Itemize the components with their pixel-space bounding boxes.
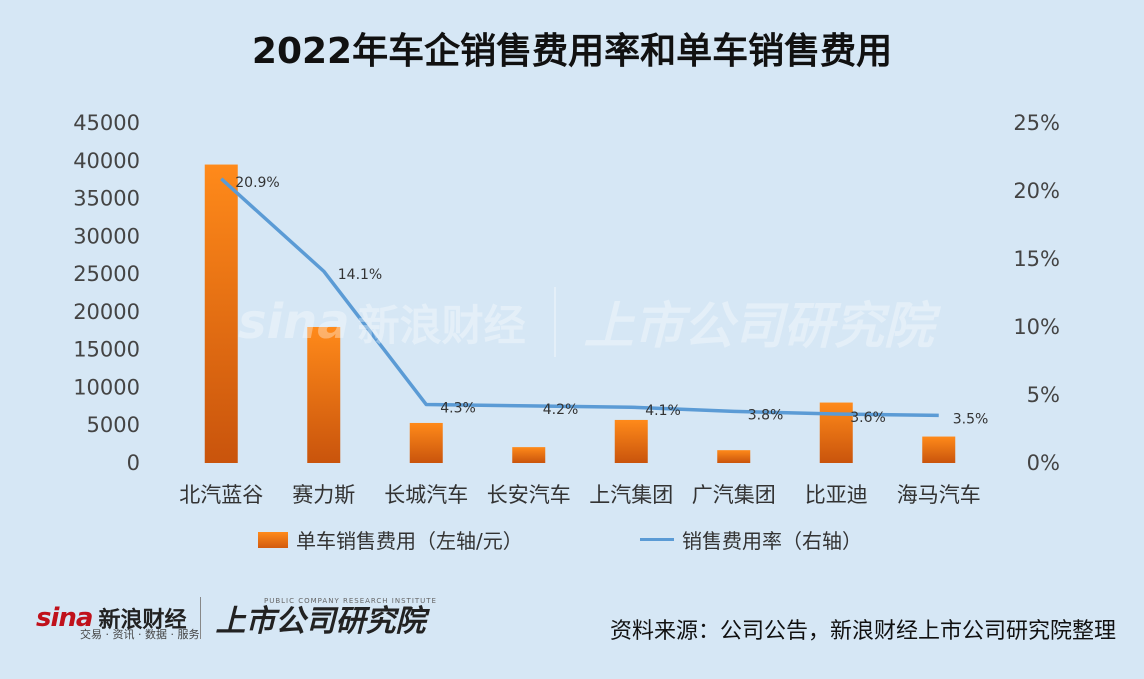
legend-bar-label: 单车销售费用（左轴/元）: [296, 529, 523, 553]
rate-data-label: 3.5%: [953, 411, 989, 427]
institute-name: 上市公司研究院: [215, 604, 426, 639]
y-right-tick-label: 10%: [1013, 315, 1060, 339]
bar-2: [307, 327, 341, 463]
source-note: 资料来源：公司公告，新浪财经上市公司研究院整理: [609, 619, 1116, 644]
y-left-tick-label: 45000: [73, 111, 140, 135]
bar-3: [409, 422, 443, 463]
y-left-tick-label: 15000: [73, 338, 140, 362]
footer-logo: sina 新浪财经 交易 · 资讯 · 数据 · 服务 上市公司研究院 PUBL…: [36, 596, 436, 641]
bar-8: [922, 436, 956, 463]
rate-data-label: 3.6%: [850, 410, 886, 426]
y-left-tick-label: 10000: [73, 375, 140, 399]
rate-data-label: 4.2%: [543, 402, 579, 418]
legend-line-swatch: [640, 538, 674, 541]
y-right-tick-label: 5%: [1027, 383, 1060, 407]
y-right-tick-label: 0%: [1027, 451, 1060, 475]
y-left-tick-label: 35000: [73, 187, 140, 211]
bar-4: [512, 447, 546, 463]
rate-data-label: 4.3%: [440, 401, 476, 417]
legend-item-bar: 单车销售费用（左轴/元）: [258, 525, 523, 554]
bar-1: [204, 164, 238, 464]
x-tick-label: 长城汽车: [384, 483, 468, 507]
y-right-tick-label: 20%: [1013, 179, 1060, 203]
x-tick-label: 海马汽车: [897, 483, 981, 507]
logo-divider: [200, 597, 202, 639]
y-left-tick-label: 20000: [73, 300, 140, 324]
chart-title: 2022年车企销售费用率和单车销售费用: [251, 31, 893, 72]
x-tick-label: 广汽集团: [692, 483, 776, 507]
sina-logo: sina: [36, 603, 93, 633]
y-right-tick-label: 25%: [1013, 111, 1060, 135]
y-right-tick-label: 15%: [1013, 247, 1060, 271]
x-tick-label: 赛力斯: [292, 483, 355, 507]
rate-data-label: 3.8%: [748, 407, 784, 423]
sina-slogan: 交易 · 资讯 · 数据 · 服务: [80, 628, 200, 641]
x-tick-label: 上汽集团: [589, 483, 673, 507]
x-tick-label: 比亚迪: [805, 483, 868, 507]
y-left-tick-label: 40000: [73, 149, 140, 173]
legend-line-label: 销售费用率（右轴）: [682, 529, 862, 553]
rate-data-label: 20.9%: [235, 175, 279, 191]
sina-name: 新浪财经: [98, 608, 187, 633]
y-left-tick-label: 25000: [73, 262, 140, 286]
bar-6: [717, 450, 751, 463]
bar-5: [614, 419, 648, 463]
rate-data-label: 4.1%: [645, 403, 681, 419]
y-left-tick-label: 5000: [87, 413, 140, 437]
y-left-tick-label: 30000: [73, 224, 140, 248]
institute-name-en: PUBLIC COMPANY RESEARCH INSTITUTE: [264, 597, 437, 605]
bar-7: [819, 402, 853, 463]
rate-data-label: 14.1%: [338, 267, 382, 283]
y-left-tick-label: 0: [127, 451, 140, 475]
legend-item-line: 销售费用率（右轴）: [640, 525, 862, 554]
x-tick-label: 长安汽车: [487, 483, 571, 507]
legend-bar-swatch: [258, 531, 288, 548]
x-tick-label: 北汽蓝谷: [179, 483, 263, 507]
rate-line: [220, 177, 939, 418]
